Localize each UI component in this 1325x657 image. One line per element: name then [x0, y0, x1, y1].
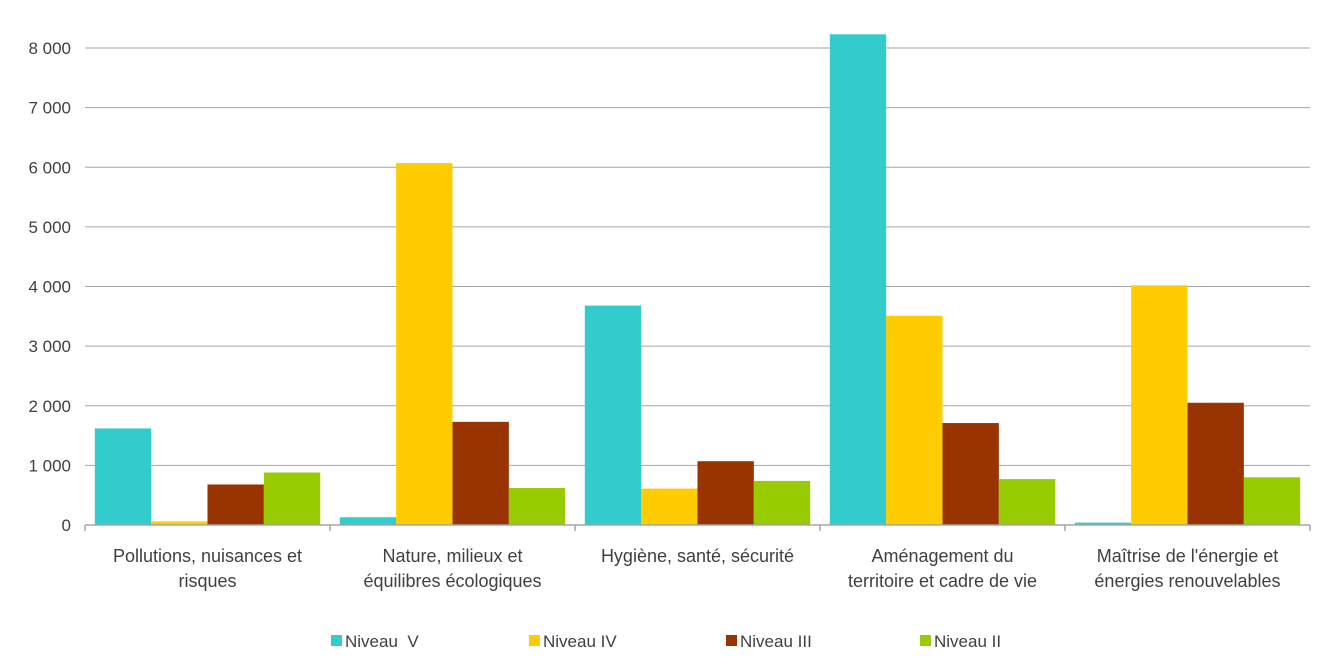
bars — [94, 34, 1301, 526]
bar — [886, 315, 943, 525]
y-tick-label: 5 000 — [28, 218, 71, 237]
bar — [584, 305, 642, 525]
x-category-label-line: Maîtrise de l'énergie et — [1097, 546, 1279, 566]
y-tick-label: 3 000 — [28, 337, 71, 356]
bar — [263, 472, 321, 525]
bar — [1243, 477, 1301, 525]
bar — [207, 484, 264, 525]
legend-label: Niveau II — [934, 632, 1001, 651]
x-axis — [84, 524, 1311, 531]
x-category-label: Aménagement du territoire et cadre de vie — [848, 546, 1037, 591]
bar — [697, 461, 754, 525]
bar — [1131, 285, 1188, 525]
x-category-label-line: Pollutions, nuisances et — [113, 546, 302, 566]
y-tick-label: 6 000 — [28, 158, 71, 177]
y-tick-label: 2 000 — [28, 397, 71, 416]
bar — [942, 423, 999, 525]
bar — [753, 480, 811, 525]
bar — [829, 34, 887, 525]
bar — [641, 488, 698, 525]
y-tick-label: 7 000 — [28, 99, 71, 118]
bar — [396, 163, 453, 526]
gridlines — [85, 47, 1310, 466]
bar — [508, 488, 566, 525]
x-category-label-line: risques — [178, 571, 236, 591]
x-category-label-line: territoire et cadre de vie — [848, 571, 1037, 591]
bar — [1187, 402, 1244, 525]
legend-label: Niveau V — [345, 632, 419, 651]
x-category-label: Nature, milieux et équilibres écologiques — [363, 546, 541, 591]
legend: Niveau V Niveau IV Niveau III Niveau II — [331, 632, 1001, 651]
x-category-label-line: équilibres écologiques — [363, 571, 541, 591]
bar — [339, 517, 397, 525]
x-category-label: Hygiène, santé, sécurité — [601, 546, 794, 566]
bar — [1074, 522, 1132, 525]
y-tick-label: 1 000 — [28, 456, 71, 475]
bar — [998, 479, 1056, 525]
y-tick-label: 4 000 — [28, 278, 71, 297]
legend-swatch — [726, 635, 737, 646]
x-category-label: Pollutions, nuisances et risques — [113, 546, 302, 591]
category-labels: Pollutions, nuisances et risques Nature, m… — [113, 546, 1281, 591]
x-category-label-line: Hygiène, santé, sécurité — [601, 546, 794, 566]
legend-label: Niveau IV — [543, 632, 617, 651]
x-category-label: Maîtrise de l'énergie et énergies renouve… — [1094, 546, 1280, 591]
y-axis-tick-labels: 0 1 000 2 000 3 000 4 000 5 000 6 000 7 000 8 00… — [28, 39, 71, 535]
y-tick-label: 8 000 — [28, 39, 71, 58]
bar — [452, 421, 509, 525]
x-category-label-line: énergies renouvelables — [1094, 571, 1280, 591]
legend-swatch — [331, 635, 342, 646]
legend-label: Niveau III — [740, 632, 812, 651]
y-tick-label: 0 — [62, 516, 71, 535]
x-category-label-line: Nature, milieux et — [382, 546, 522, 566]
legend-swatch — [529, 635, 540, 646]
legend-swatch — [920, 635, 931, 646]
bar — [94, 428, 152, 525]
x-category-label-line: Aménagement du — [871, 546, 1013, 566]
bar — [151, 521, 208, 525]
